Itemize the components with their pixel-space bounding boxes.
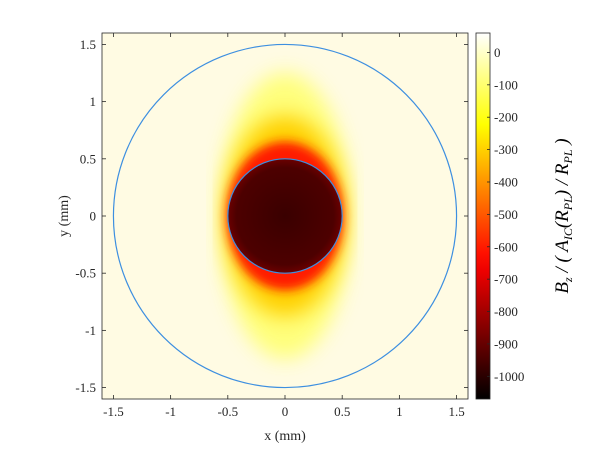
colorbar-gradient <box>475 32 491 400</box>
colorbar-tick-label: -400 <box>494 174 518 189</box>
x-tick-label: -1 <box>165 404 176 419</box>
y-axis-label: y (mm) <box>57 195 72 237</box>
x-tick-label: 1 <box>396 404 403 419</box>
x-tick-label: -1.5 <box>103 404 124 419</box>
y-tick-label: 0.5 <box>80 151 96 166</box>
colorbar-tick-label: -200 <box>494 110 518 125</box>
colorbar-tick-label: -700 <box>494 272 518 287</box>
colorbar-ticks: 0 -100 -200 -300 -400 -500 -600 -700 -800 -900 -10… <box>487 45 524 384</box>
boundary-circles <box>112 43 458 389</box>
outer-circle <box>112 43 458 389</box>
x-tick-label: -0.5 <box>218 404 239 419</box>
colorbar-tick-label: -800 <box>494 304 518 319</box>
colorbar: 0 -100 -200 -300 -400 -500 -600 -700 -800 -900 -10… <box>475 32 575 400</box>
colorbar-label: Bz / ( AIC(RPL) / RPL ) <box>552 138 575 293</box>
x-axis: -1.5 -1 -0.5 0 0.5 1 1.5 <box>103 33 465 419</box>
plot-area <box>102 33 468 399</box>
colorbar-tick-label: -900 <box>494 336 518 351</box>
y-tick-label: 1.5 <box>80 37 96 52</box>
x-axis-label: x (mm) <box>264 429 306 444</box>
x-tick-label: 0 <box>282 404 289 419</box>
colorbar-tick-label: -100 <box>494 77 518 92</box>
colorbar-tick-label: -1000 <box>494 369 524 384</box>
y-tick-label: 1 <box>90 94 97 109</box>
y-tick-label: -1.5 <box>75 380 96 395</box>
y-tick-label: -0.5 <box>75 266 96 281</box>
y-tick-label: 0 <box>90 209 97 224</box>
inner-disk <box>227 158 343 274</box>
colorbar-tick-label: 0 <box>494 45 501 60</box>
colorbar-tick-label: -500 <box>494 207 518 222</box>
inner-circle <box>227 158 343 274</box>
x-tick-label: 1.5 <box>448 404 464 419</box>
y-tick-label: -1 <box>85 323 96 338</box>
colorbar-tick-label: -300 <box>494 142 518 157</box>
x-tick-label: 0.5 <box>334 404 350 419</box>
y-axis: 1.5 1 0.5 0 -0.5 -1 -1.5 <box>75 37 468 395</box>
colorbar-tick-label: -600 <box>494 239 518 254</box>
